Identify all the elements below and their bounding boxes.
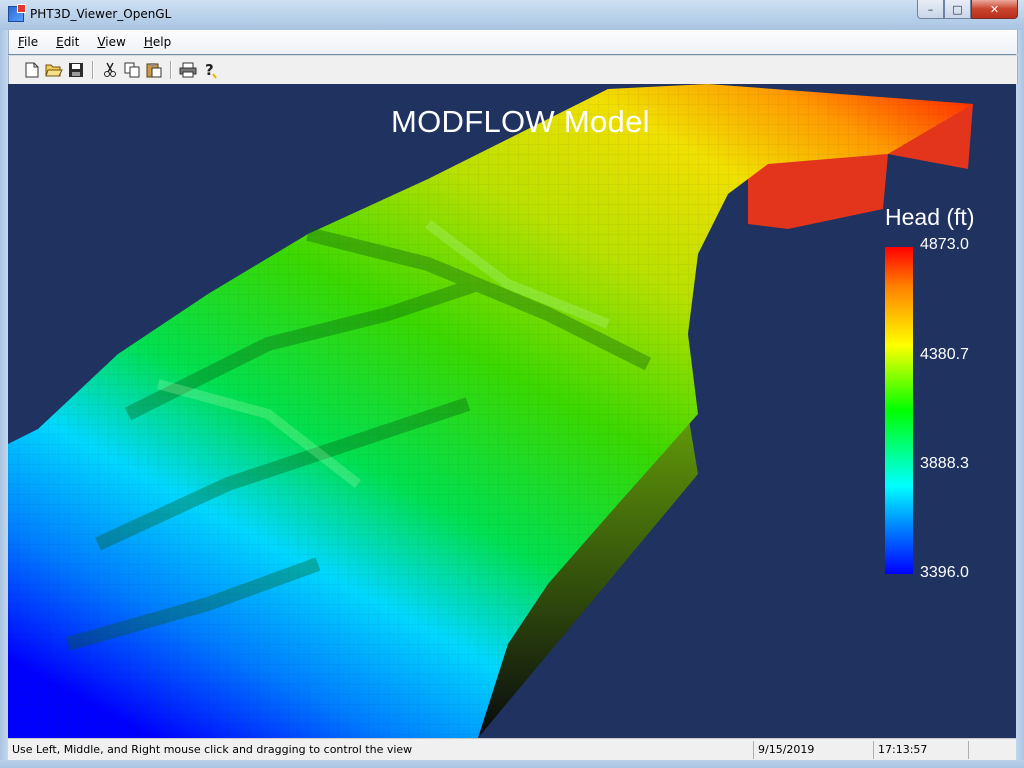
open-file-button[interactable]	[43, 59, 65, 81]
save-button[interactable]	[65, 59, 87, 81]
model-terrain	[8, 84, 973, 738]
open-icon	[45, 64, 63, 77]
status-bar: Use Left, Middle, and Right mouse click …	[8, 738, 1016, 761]
legend-title: Head (ft)	[885, 204, 975, 230]
status-time: 17:13:57	[878, 743, 928, 756]
svg-text:?: ?	[205, 61, 214, 79]
window-frame-right	[1016, 30, 1024, 760]
print-icon	[179, 62, 197, 78]
legend-mid-low-label: 3888.3	[920, 455, 969, 472]
app-icon	[8, 4, 26, 22]
title-bar[interactable]: PHT3D_Viewer_OpenGL – □ ✕	[0, 0, 1024, 31]
menu-bar: File Edit View Help	[8, 30, 1018, 54]
cut-button[interactable]	[99, 59, 121, 81]
opengl-viewport[interactable]: MODFLOW Model Head (ft) 4873.0 4380.7 38…	[8, 84, 1016, 738]
cut-icon	[104, 62, 116, 77]
menu-help[interactable]: Help	[143, 35, 172, 49]
maximize-button[interactable]: □	[944, 0, 971, 19]
paste-icon	[146, 63, 162, 78]
window-frame-bottom	[0, 760, 1024, 768]
toolbar-separator	[170, 61, 172, 79]
toolbar: ?	[8, 55, 1018, 84]
legend-max-label: 4873.0	[920, 236, 969, 253]
toolbar-separator	[92, 61, 94, 79]
model-title: MODFLOW Model	[391, 104, 650, 139]
window-controls: – □ ✕	[917, 0, 1018, 20]
legend-mid-high-label: 4380.7	[920, 346, 969, 363]
legend-min-label: 3396.0	[920, 564, 969, 581]
window-title: PHT3D_Viewer_OpenGL	[30, 7, 172, 21]
color-scale-bar	[885, 247, 913, 574]
minimize-button[interactable]: –	[917, 0, 944, 19]
window-frame-left	[0, 30, 8, 760]
status-separator	[753, 741, 754, 759]
close-button[interactable]: ✕	[971, 0, 1018, 19]
copy-button[interactable]	[121, 59, 143, 81]
new-icon	[25, 62, 39, 78]
help-icon: ?	[205, 61, 217, 79]
help-button[interactable]: ?	[199, 59, 221, 81]
print-button[interactable]	[177, 59, 199, 81]
status-message: Use Left, Middle, and Right mouse click …	[12, 743, 413, 756]
new-file-button[interactable]	[21, 59, 43, 81]
menu-view[interactable]: View	[97, 35, 126, 49]
menu-file[interactable]: File	[18, 35, 39, 49]
status-date: 9/15/2019	[758, 743, 815, 756]
paste-button[interactable]	[143, 59, 165, 81]
save-icon	[69, 63, 83, 77]
status-separator	[873, 741, 874, 759]
copy-icon	[124, 62, 140, 78]
menu-edit[interactable]: Edit	[56, 35, 80, 49]
status-separator	[968, 741, 969, 759]
